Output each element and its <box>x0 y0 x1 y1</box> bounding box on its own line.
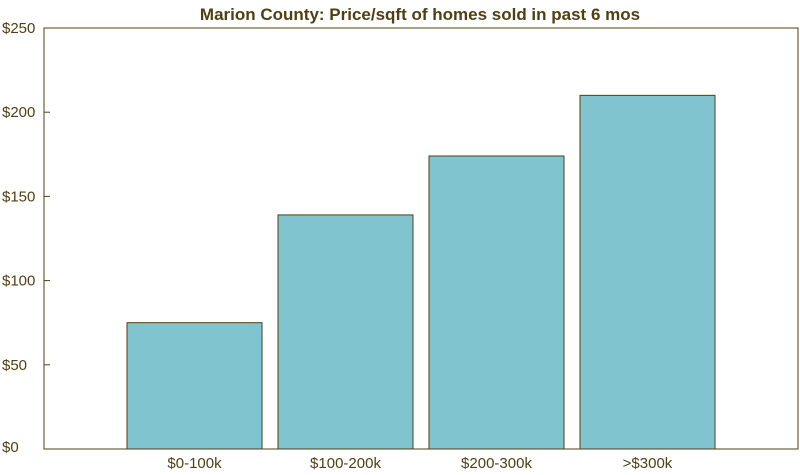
y-tick-label: $150 <box>2 188 35 205</box>
chart-title: Marion County: Price/sqft of homes sold … <box>200 5 640 24</box>
y-tick-label: $250 <box>2 20 35 37</box>
y-tick-label: $200 <box>2 104 35 121</box>
y-tick-label: $0 <box>2 439 19 456</box>
y-tick-label: $100 <box>2 273 35 290</box>
plot-frame <box>43 27 799 450</box>
y-axis: $0 $50 $100 $150 $200 $250 <box>2 20 50 456</box>
x-tick-label: $0-100k <box>167 455 222 472</box>
y-tick-label: $50 <box>2 357 27 374</box>
bar <box>126 322 263 450</box>
bar <box>579 94 716 450</box>
x-tick-label: $100-200k <box>310 455 381 472</box>
x-tick-label: >$300k <box>623 455 673 472</box>
bar <box>428 155 565 450</box>
x-axis: $0-100k $100-200k $200-300k >$300k <box>167 455 672 472</box>
x-tick-label: $200-300k <box>461 455 532 472</box>
bars <box>126 94 716 450</box>
bar <box>277 214 414 450</box>
